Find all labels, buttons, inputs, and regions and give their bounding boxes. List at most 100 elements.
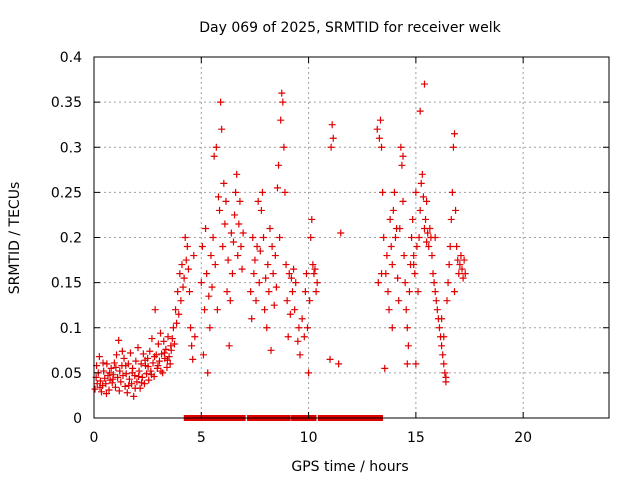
data-point	[287, 274, 295, 282]
data-point	[291, 306, 299, 314]
data-point	[231, 211, 239, 219]
data-point	[91, 385, 99, 393]
data-point	[414, 288, 422, 296]
data-point	[234, 252, 242, 260]
data-point	[380, 234, 388, 241]
y-tick-label: 0.4	[60, 50, 82, 66]
data-point	[223, 288, 231, 296]
data-point	[235, 220, 243, 228]
data-point	[163, 363, 171, 371]
data-point	[326, 355, 334, 363]
data-point	[416, 206, 424, 214]
data-point	[454, 256, 462, 264]
data-point	[391, 234, 399, 241]
data-point	[385, 306, 393, 314]
data-point	[117, 378, 125, 386]
data-point	[400, 252, 408, 260]
data-point	[442, 378, 450, 386]
data-point	[298, 315, 306, 323]
data-point	[227, 229, 235, 237]
data-point	[444, 279, 452, 287]
data-point	[440, 360, 448, 368]
data-point	[261, 306, 269, 314]
data-point	[308, 215, 316, 223]
data-point	[275, 161, 283, 169]
data-point	[443, 297, 451, 305]
data-point	[138, 373, 146, 381]
data-point	[149, 359, 157, 367]
data-point	[238, 265, 246, 273]
data-point	[307, 234, 315, 241]
data-point	[272, 283, 280, 291]
data-point	[329, 134, 337, 142]
data-point	[429, 270, 437, 278]
data-point	[251, 256, 259, 264]
data-point	[404, 342, 412, 350]
y-tick-label: 0.05	[51, 366, 82, 382]
data-point	[114, 373, 122, 381]
data-point	[264, 261, 272, 269]
y-tick-label: 0.15	[51, 276, 82, 292]
data-point	[399, 152, 407, 160]
data-point	[202, 224, 210, 232]
data-point	[302, 270, 310, 278]
data-point	[284, 333, 292, 341]
data-point	[172, 306, 180, 314]
data-point	[388, 324, 396, 332]
data-point	[271, 252, 279, 260]
data-point	[446, 243, 454, 251]
data-point	[328, 121, 336, 129]
y-tick-label: 0.25	[51, 185, 82, 201]
data-point	[131, 384, 139, 392]
data-point	[178, 261, 186, 269]
data-point	[141, 356, 149, 364]
data-point	[116, 367, 124, 375]
data-point	[398, 161, 406, 169]
data-point	[431, 234, 439, 241]
data-point	[394, 274, 402, 282]
data-point	[290, 265, 298, 273]
data-point	[428, 252, 436, 260]
data-point	[455, 270, 463, 278]
data-point	[191, 333, 199, 341]
data-point	[280, 143, 288, 151]
x-tick-label: 5	[197, 430, 206, 446]
data-point	[461, 270, 469, 278]
data-point	[103, 360, 111, 368]
data-point	[419, 193, 427, 201]
data-point	[256, 247, 264, 255]
data-point	[126, 349, 134, 357]
data-point	[279, 98, 287, 106]
data-point	[379, 188, 387, 196]
data-point	[160, 349, 168, 357]
data-point	[438, 315, 446, 323]
data-point	[112, 363, 120, 371]
data-point	[217, 98, 225, 106]
data-point	[389, 206, 397, 214]
data-point	[268, 243, 276, 251]
data-point	[278, 89, 286, 97]
data-point	[425, 243, 433, 251]
data-point	[452, 206, 460, 214]
data-point	[236, 197, 244, 205]
data-point	[197, 279, 205, 287]
data-point	[399, 197, 407, 205]
data-point	[310, 270, 318, 278]
data-point	[125, 375, 133, 383]
data-point	[237, 243, 245, 251]
data-point	[216, 206, 224, 214]
data-point	[181, 234, 189, 241]
data-point	[115, 387, 123, 395]
data-point	[388, 261, 396, 269]
data-point	[449, 143, 457, 151]
data-point	[113, 351, 121, 359]
data-point	[138, 379, 146, 387]
data-point	[98, 388, 106, 396]
data-point	[157, 367, 165, 375]
data-point	[118, 347, 126, 355]
data-point	[190, 252, 198, 260]
data-point	[402, 306, 410, 314]
data-point	[423, 238, 431, 246]
data-point	[220, 179, 228, 187]
